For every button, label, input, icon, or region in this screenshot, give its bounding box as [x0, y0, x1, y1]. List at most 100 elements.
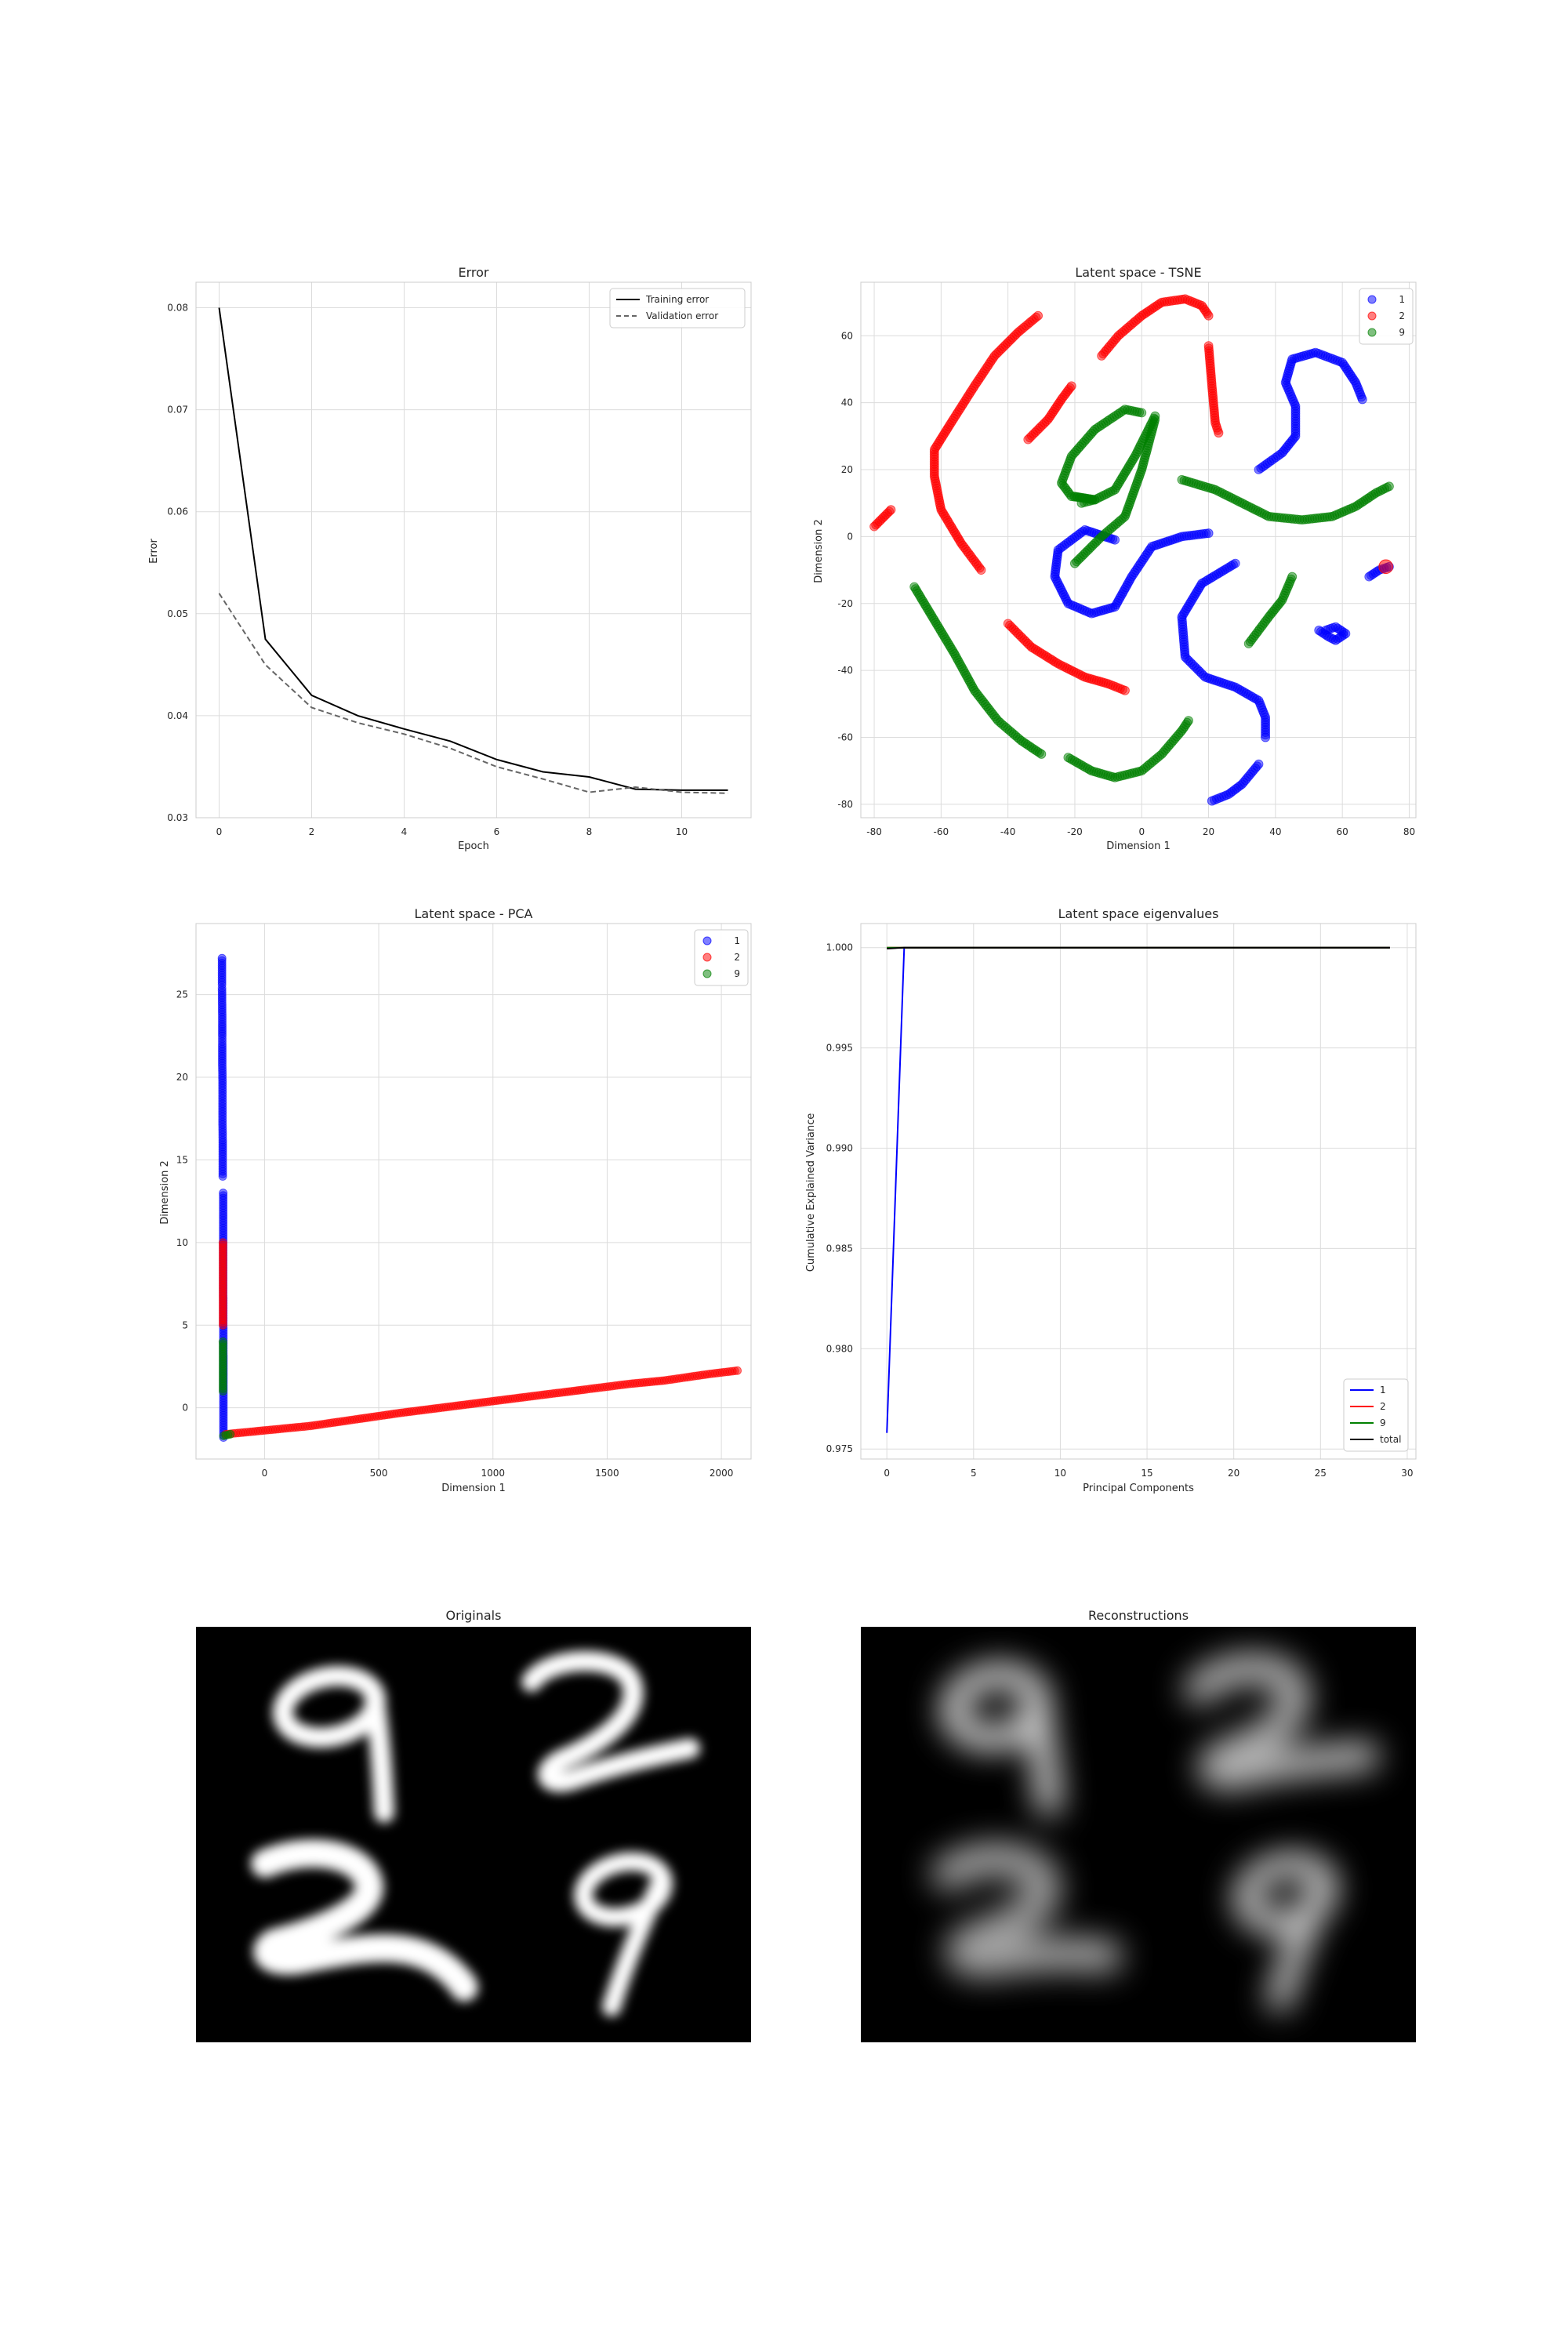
tsne-chart: Latent space - TSNE Dimension 1 Dimensio… — [813, 265, 1417, 852]
eigen-plot-frame — [860, 923, 1417, 1460]
pca-xtick-label: 500 — [370, 1468, 388, 1479]
tsne-xtick-label: -80 — [866, 826, 882, 837]
tsne-legend-marker — [1367, 328, 1377, 337]
recon-digit-2-top-right — [1184, 1653, 1380, 1791]
tsne-legend-label: 9 — [1399, 327, 1405, 338]
tsne-xtick-label: -20 — [1067, 826, 1083, 837]
error-ytick-label: 0.06 — [167, 506, 188, 517]
pca-xtick-label: 1500 — [595, 1468, 619, 1479]
pca-chart-title: Latent space - PCA — [415, 906, 533, 921]
eigen-legend-label: 1 — [1380, 1385, 1386, 1396]
error-series-line — [218, 307, 728, 791]
tsne-xtick-label: 60 — [1337, 826, 1348, 837]
pca-point — [218, 1238, 227, 1247]
pca-xtick-label: 0 — [262, 1468, 268, 1479]
tsne-point — [1261, 732, 1271, 742]
pca-point — [217, 953, 227, 963]
pca-ytick-label: 15 — [176, 1154, 188, 1165]
pca-chart-xlabel: Dimension 1 — [441, 1483, 506, 1494]
eigen-ytick-label: 0.995 — [826, 1043, 853, 1054]
eigen-chart-title: Latent space eigenvalues — [1058, 906, 1219, 921]
error-xtick-label: 0 — [216, 826, 223, 837]
digit-2-bottom-left — [251, 1839, 478, 2002]
tsne-plot-frame — [860, 281, 1417, 818]
tsne-point — [886, 505, 896, 515]
error-xtick-label: 10 — [676, 826, 688, 837]
tsne-point — [1183, 716, 1193, 726]
tsne-point — [1066, 381, 1076, 391]
tsne-chart-xlabel: Dimension 1 — [1106, 840, 1171, 852]
eigen-xtick-label: 5 — [971, 1468, 977, 1479]
pca-chart: Latent space - PCA Dimension 1 Dimension… — [159, 906, 752, 1494]
tsne-xtick-label: 40 — [1269, 826, 1281, 837]
pca-legend: 1 2 9 — [694, 929, 749, 986]
pca-xtick-label: 2000 — [710, 1468, 734, 1479]
tsne-chart-ylabel: Dimension 2 — [813, 519, 825, 583]
tsne-ytick-label: 60 — [841, 330, 853, 341]
error-xtick-label: 8 — [586, 826, 593, 837]
tsne-legend: 1 2 9 — [1359, 288, 1414, 345]
eigen-legend: 1 2 9 total — [1343, 1378, 1409, 1452]
tsne-ytick-label: 20 — [841, 464, 853, 475]
tsne-legend-label: 2 — [1399, 310, 1405, 321]
tsne-point — [1120, 685, 1130, 695]
eigen-ytick-label: 1.000 — [826, 942, 853, 953]
pca-xtick-label: 1000 — [481, 1468, 505, 1479]
tsne-point — [1357, 394, 1367, 405]
eigen-legend-label: 2 — [1380, 1401, 1386, 1412]
eigen-ytick-label: 0.975 — [826, 1443, 853, 1454]
tsne-legend-marker — [1367, 295, 1377, 304]
error-chart: Error Epoch Error 0 2 4 6 8 10 0.03 0.04 0.05 0.0… — [148, 265, 752, 852]
pca-legend-marker — [702, 953, 712, 962]
pca-point — [218, 1337, 227, 1346]
pca-legend-marker — [702, 936, 712, 946]
pca-point — [226, 1429, 235, 1439]
tsne-xtick-label: 80 — [1403, 826, 1415, 837]
eigen-chart: Latent space eigenvalues Principal Compo… — [805, 906, 1417, 1494]
tsne-ytick-label: -80 — [837, 799, 853, 810]
tsne-point — [1069, 558, 1080, 568]
tsne-ytick-label: -40 — [837, 665, 853, 676]
pca-ytick-label: 25 — [176, 989, 188, 1000]
pca-series-9 — [218, 1337, 235, 1440]
tsne-point — [1378, 559, 1393, 575]
error-ytick-label: 0.03 — [167, 812, 188, 823]
tsne-point — [1207, 796, 1217, 806]
error-legend-box — [609, 288, 746, 328]
pca-legend-label: 2 — [734, 952, 740, 963]
tsne-legend-label: 1 — [1399, 294, 1405, 305]
eigen-series-line — [886, 946, 1390, 1433]
error-plot-frame — [195, 281, 752, 818]
tsne-ytick-label: 0 — [847, 531, 853, 542]
eigen-series-line — [887, 946, 1390, 949]
pca-legend-label: 1 — [734, 935, 740, 946]
tsne-point — [1036, 749, 1047, 759]
error-xtick-label: 2 — [309, 826, 315, 837]
tsne-xtick-label: -60 — [934, 826, 949, 837]
recon-digit-9-top-left — [940, 1662, 1062, 1816]
tsne-point — [1287, 572, 1298, 582]
tsne-point — [1384, 481, 1394, 492]
pca-ytick-label: 20 — [176, 1072, 188, 1083]
eigen-xtick-label: 25 — [1315, 1468, 1327, 1479]
error-legend-label: Validation error — [646, 310, 718, 321]
pca-ytick-label: 5 — [182, 1319, 188, 1330]
error-legend: Training error Validation error — [609, 288, 746, 328]
tsne-xtick-label: 0 — [1138, 826, 1145, 837]
digit-9-bottom-right — [574, 1852, 673, 2016]
eigen-chart-xlabel: Principal Components — [1083, 1483, 1194, 1494]
error-series-line — [218, 593, 728, 794]
tsne-legend-marker — [1367, 311, 1377, 321]
tsne-point — [1214, 428, 1224, 438]
pca-point — [219, 1189, 228, 1198]
error-xtick-label: 6 — [494, 826, 500, 837]
eigen-grid — [861, 924, 1416, 1459]
tsne-chart-title: Latent space - TSNE — [1075, 265, 1201, 280]
eigen-xtick-label: 15 — [1141, 1468, 1152, 1479]
tsne-point — [1076, 498, 1087, 508]
tsne-point — [1314, 625, 1324, 635]
tsne-ytick-label: 40 — [841, 397, 853, 408]
eigen-xtick-label: 0 — [884, 1468, 890, 1479]
tsne-xtick-label: -40 — [1000, 826, 1016, 837]
